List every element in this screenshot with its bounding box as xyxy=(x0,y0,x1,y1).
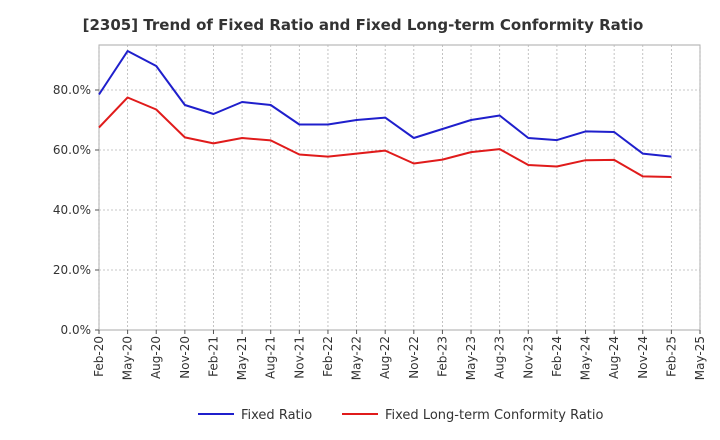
x-tick-label: Aug-21 xyxy=(264,336,278,379)
legend-item-2: Fixed Long-term Conformity Ratio xyxy=(342,408,604,423)
series-line-1 xyxy=(98,50,672,158)
plot-frame xyxy=(98,44,701,331)
legend-label: Fixed Long-term Conformity Ratio xyxy=(385,408,604,423)
x-tick-label: Feb-23 xyxy=(435,336,449,377)
x-tick-label: Nov-20 xyxy=(178,336,192,379)
x-tick-label: Nov-22 xyxy=(407,336,421,379)
y-tick-label: 20.0% xyxy=(53,263,91,277)
x-tick-label: May-24 xyxy=(579,336,593,380)
y-tick-label: 60.0% xyxy=(53,143,91,157)
x-tick-label: Nov-24 xyxy=(636,336,650,379)
y-tick-label: 80.0% xyxy=(53,83,91,97)
x-tick-label: Aug-22 xyxy=(378,336,392,379)
x-tick-label: Feb-25 xyxy=(664,336,678,377)
x-tick-label: Nov-23 xyxy=(521,336,535,379)
legend-item-1: Fixed Ratio xyxy=(198,408,312,423)
axes-layer: Feb-20 May-20 Aug-20 Nov-20 Feb-21 May-21 Aug-… xyxy=(53,83,707,380)
x-tick-label: Feb-21 xyxy=(206,336,220,377)
x-tick-label: May-21 xyxy=(235,336,249,380)
x-tick-label: Aug-23 xyxy=(493,336,507,379)
grid-layer xyxy=(98,44,701,331)
x-tick-label: Aug-24 xyxy=(607,336,621,379)
legend: Fixed Ratio Fixed Long-term Conformity Ra… xyxy=(198,408,604,423)
x-tick-label: Nov-21 xyxy=(292,336,306,379)
x-tick-label: May-25 xyxy=(693,336,707,380)
x-tick-label: May-22 xyxy=(350,336,364,380)
series-line-2 xyxy=(98,96,672,178)
x-tick-label: Feb-24 xyxy=(550,336,564,377)
chart-title: [2305] Trend of Fixed Ratio and Fixed Lo… xyxy=(83,16,644,34)
x-tick-label: May-20 xyxy=(121,336,135,380)
x-tick-label: May-23 xyxy=(464,336,478,380)
series-layer xyxy=(98,50,672,178)
y-tick-label: 40.0% xyxy=(53,203,91,217)
legend-label: Fixed Ratio xyxy=(241,408,312,423)
x-tick-label: Aug-20 xyxy=(149,336,163,379)
y-tick-label: 0.0% xyxy=(61,323,92,337)
x-tick-label: Feb-20 xyxy=(92,336,106,377)
x-tick-label: Feb-22 xyxy=(321,336,335,377)
